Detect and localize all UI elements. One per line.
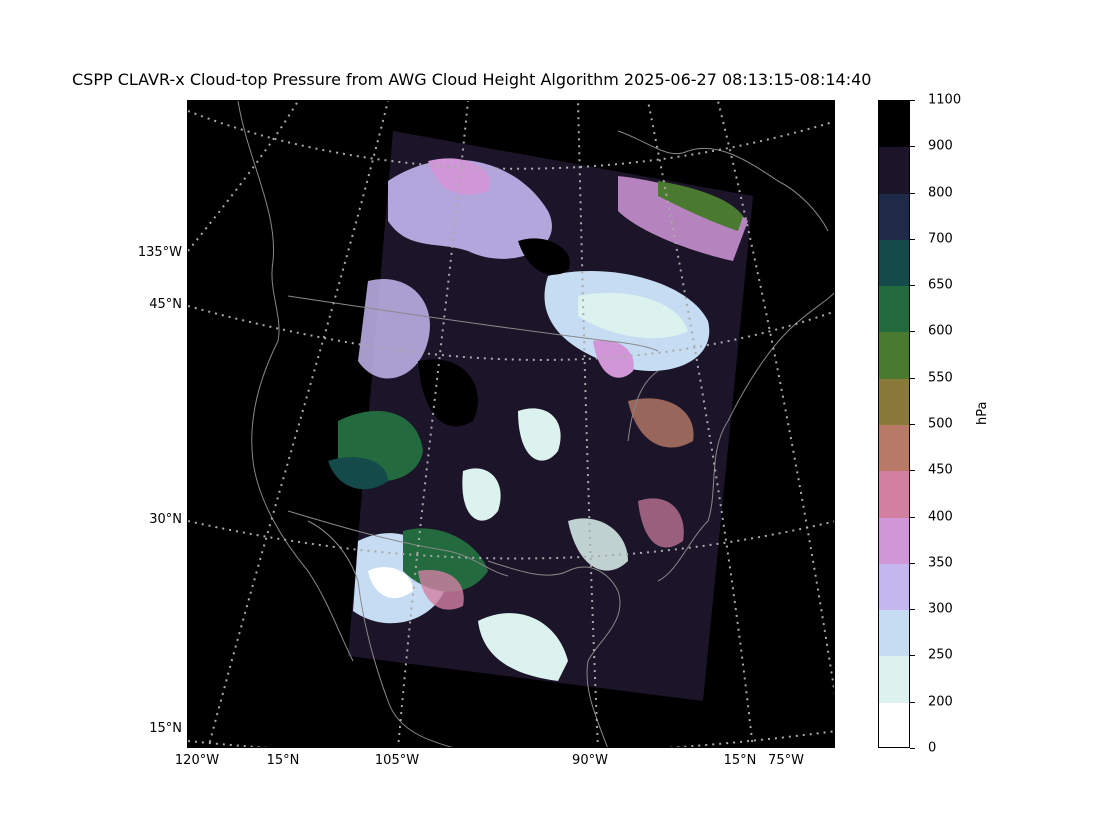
colorbar-segment	[879, 610, 909, 657]
colorbar-tick	[910, 424, 915, 425]
colorbar-tick	[910, 470, 915, 472]
colorbar-tick-label: 900	[928, 138, 953, 154]
colorbar-tick	[910, 516, 915, 518]
colorbar-tick-label: 0	[928, 740, 937, 756]
colorbar-segment	[879, 101, 909, 148]
tick-left-45n: 45°N	[149, 297, 182, 312]
colorbar-tick	[910, 285, 915, 287]
colorbar-segment	[879, 378, 909, 426]
colorbar-tick-label: 200	[928, 694, 953, 710]
colorbar-tick	[910, 331, 915, 333]
colorbar-segment	[879, 656, 909, 704]
colorbar-tick	[910, 100, 915, 101]
colorbar-tick-label: 300	[928, 601, 953, 617]
coastlines	[237, 101, 834, 747]
colorbar-tick-label: 600	[928, 323, 953, 339]
colorbar-segment	[879, 193, 909, 241]
tick-bottom-90w: 90°W	[572, 753, 608, 768]
tick-bottom-105w: 105°W	[374, 753, 420, 768]
colorbar-tick-label: 700	[928, 231, 953, 247]
map-title: CSPP CLAVR-x Cloud-top Pressure from AWG…	[72, 70, 872, 89]
satellite-swath	[328, 131, 753, 701]
map-panel	[187, 100, 835, 748]
colorbar-segment	[879, 425, 909, 472]
colorbar-tick	[910, 377, 915, 379]
colorbar-tick	[910, 701, 915, 703]
colorbar-tick	[910, 238, 915, 240]
colorbar-tick-label: 450	[928, 462, 953, 478]
tick-left-15n: 15°N	[149, 721, 182, 736]
colorbar-tick	[910, 655, 915, 657]
colorbar-segment	[879, 517, 909, 565]
tick-bottom-75w: 75°W	[768, 753, 804, 768]
colorbar-segment	[879, 702, 909, 747]
colorbar-unit: hPa	[975, 401, 990, 425]
colorbar-tick	[910, 192, 915, 194]
colorbar-tick	[910, 562, 915, 564]
colorbar-tick-label: 250	[928, 647, 953, 663]
colorbar-segment	[879, 332, 909, 380]
colorbar-segment	[879, 563, 909, 611]
tick-left-135w: 135°W	[137, 245, 182, 260]
colorbar-tick-label: 800	[928, 185, 953, 201]
tick-bottom-15n-b: 15°N	[723, 753, 757, 768]
colorbar-tick-label: 400	[928, 509, 953, 525]
colorbar-tick	[910, 748, 915, 749]
map-canvas	[188, 101, 834, 747]
colorbar-tick-label: 500	[928, 416, 953, 432]
colorbar-segment	[879, 471, 909, 519]
colorbar-tick	[910, 609, 915, 611]
colorbar	[878, 100, 910, 748]
graticule	[188, 101, 834, 747]
colorbar-tick-label: 350	[928, 555, 953, 571]
tick-left-30n: 30°N	[149, 512, 182, 527]
colorbar-tick	[910, 146, 915, 148]
colorbar-segment	[879, 286, 909, 333]
tick-bottom-120w: 120°W	[174, 753, 220, 768]
colorbar-tick-label: 650	[928, 277, 953, 293]
colorbar-tick-label: 1100	[928, 92, 962, 108]
colorbar-segment	[879, 239, 909, 287]
colorbar-tick-label: 550	[928, 370, 953, 386]
colorbar-segment	[879, 147, 909, 195]
tick-bottom-15n-a: 15°N	[266, 753, 300, 768]
